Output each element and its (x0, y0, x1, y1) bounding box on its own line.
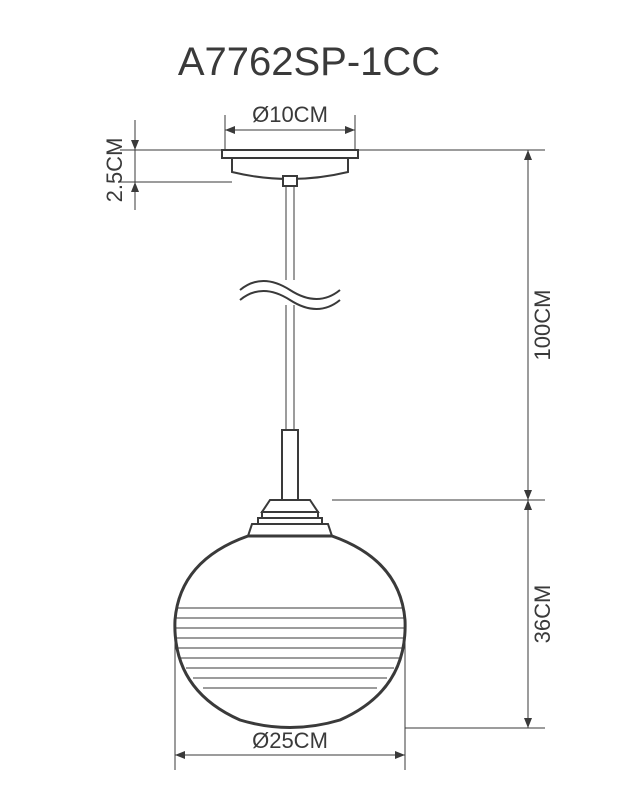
dim-canopy-diameter: Ø10CM (225, 102, 355, 150)
cord (240, 186, 340, 430)
glass-shade (175, 536, 405, 728)
dim-label-cord: 100CM (530, 290, 555, 361)
dim-label-shade-dia: Ø25CM (252, 728, 328, 753)
dim-label-canopy-dia: Ø10CM (252, 102, 328, 127)
cord-rod (282, 430, 298, 500)
dim-canopy-height: 2.5CM (102, 120, 232, 210)
socket-neck (248, 500, 332, 536)
dim-label-canopy-h: 2.5CM (102, 138, 127, 203)
model-number: A7762SP-1CC (178, 40, 440, 84)
dim-label-body-h: 36CM (530, 585, 555, 644)
canopy (222, 150, 358, 186)
tech-drawing: A7762SP-1CC Ø10CM 2.5CM (0, 0, 618, 800)
